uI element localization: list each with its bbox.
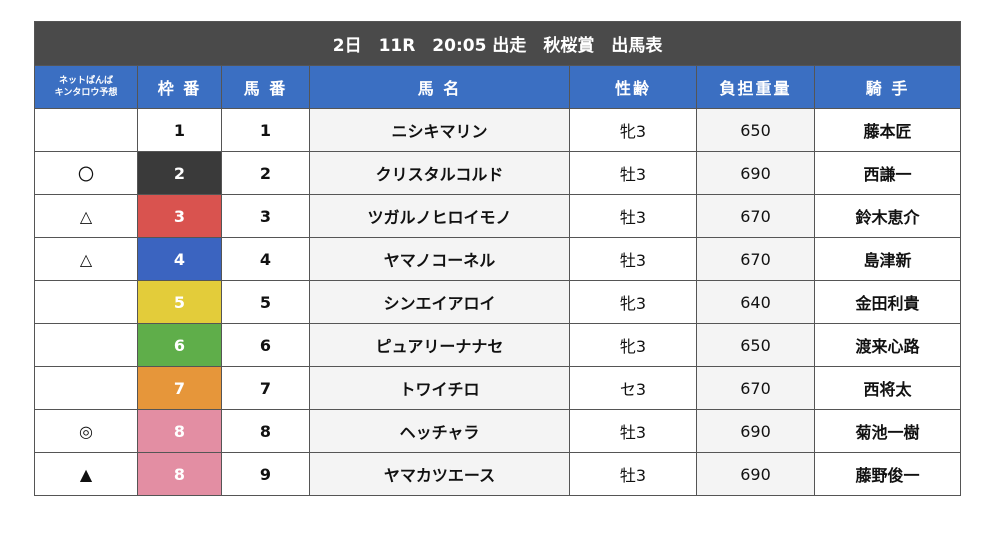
horse-number: 9 bbox=[221, 452, 310, 496]
sex-age: 牡3 bbox=[569, 151, 697, 195]
jockey-name: 藤野俊一 bbox=[813, 452, 962, 496]
sex-age: 牝3 bbox=[569, 323, 697, 367]
horse-name: ピュアリーナナセ bbox=[309, 323, 570, 367]
prediction-mark: △ bbox=[34, 194, 138, 238]
table-row: ◎ 8 8 ヘッチャラ 牡3 690 菊池一樹 bbox=[34, 409, 962, 453]
prediction-mark bbox=[34, 366, 138, 410]
page-title: 2日 11R 20:05 出走 秋桜賞 出馬表 bbox=[33, 21, 962, 66]
horse-name: ヤマカツエース bbox=[309, 452, 570, 496]
jockey-name: 西謙一 bbox=[813, 151, 962, 195]
weight: 670 bbox=[696, 366, 815, 410]
horse-name: トワイチロ bbox=[309, 366, 570, 410]
horse-number: 1 bbox=[221, 108, 310, 152]
table-row: △ 3 3 ツガルノヒロイモノ 牡3 670 鈴木恵介 bbox=[34, 194, 962, 238]
header-waku: 枠 番 bbox=[137, 65, 222, 109]
weight: 650 bbox=[696, 323, 815, 367]
prediction-mark: △ bbox=[34, 237, 138, 281]
header-row: ネットぱんば キンタロウ予想 枠 番 馬 番 馬 名 性齢 負担重量 騎 手 bbox=[34, 65, 962, 109]
table-row: 1 1 ニシキマリン 牝3 650 藤本匠 bbox=[34, 108, 962, 152]
waku-number: 8 bbox=[137, 409, 222, 453]
table-row: ▲ 8 9 ヤマカツエース 牡3 690 藤野俊一 bbox=[34, 452, 962, 496]
horse-number: 7 bbox=[221, 366, 310, 410]
header-weight: 負担重量 bbox=[696, 65, 815, 109]
header-prediction: ネットぱんば キンタロウ予想 bbox=[34, 65, 138, 109]
horse-name: ツガルノヒロイモノ bbox=[309, 194, 570, 238]
waku-number: 3 bbox=[137, 194, 222, 238]
horse-name: ニシキマリン bbox=[309, 108, 570, 152]
weight: 670 bbox=[696, 194, 815, 238]
weight: 640 bbox=[696, 280, 815, 324]
header-prediction-line2: キンタロウ予想 bbox=[54, 88, 118, 98]
prediction-mark: 〇 bbox=[34, 151, 138, 195]
jockey-name: 鈴木恵介 bbox=[813, 194, 962, 238]
prediction-mark bbox=[34, 323, 138, 367]
entry-table: 2日 11R 20:05 出走 秋桜賞 出馬表 ネットぱんば キンタロウ予想 枠… bbox=[33, 21, 962, 496]
waku-number: 5 bbox=[137, 280, 222, 324]
table-row: △ 4 4 ヤマノコーネル 牡3 670 島津新 bbox=[34, 237, 962, 281]
table-row: 5 5 シンエイアロイ 牝3 640 金田利貴 bbox=[34, 280, 962, 324]
jockey-name: 金田利貴 bbox=[813, 280, 962, 324]
sex-age: セ3 bbox=[569, 366, 697, 410]
waku-number: 1 bbox=[137, 108, 222, 152]
waku-number: 2 bbox=[137, 151, 222, 195]
sex-age: 牝3 bbox=[569, 108, 697, 152]
sex-age: 牡3 bbox=[569, 194, 697, 238]
table-row: 〇 2 2 クリスタルコルド 牡3 690 西謙一 bbox=[34, 151, 962, 195]
horse-number: 4 bbox=[221, 237, 310, 281]
sex-age: 牡3 bbox=[569, 237, 697, 281]
waku-number: 4 bbox=[137, 237, 222, 281]
prediction-mark bbox=[34, 108, 138, 152]
horse-number: 5 bbox=[221, 280, 310, 324]
weight: 690 bbox=[696, 452, 815, 496]
weight: 670 bbox=[696, 237, 815, 281]
horse-name: クリスタルコルド bbox=[309, 151, 570, 195]
jockey-name: 菊池一樹 bbox=[813, 409, 962, 453]
waku-number: 8 bbox=[137, 452, 222, 496]
weight: 690 bbox=[696, 151, 815, 195]
jockey-name: 島津新 bbox=[813, 237, 962, 281]
table-row: 7 7 トワイチロ セ3 670 西将太 bbox=[34, 366, 962, 410]
weight: 650 bbox=[696, 108, 815, 152]
header-sex-age: 性齢 bbox=[569, 65, 697, 109]
header-prediction-line1: ネットぱんば bbox=[58, 76, 113, 86]
horse-number: 8 bbox=[221, 409, 310, 453]
table-row: 6 6 ピュアリーナナセ 牝3 650 渡来心路 bbox=[34, 323, 962, 367]
header-jockey: 騎 手 bbox=[813, 65, 962, 109]
horse-name: ヤマノコーネル bbox=[309, 237, 570, 281]
weight: 690 bbox=[696, 409, 815, 453]
prediction-mark: ◎ bbox=[34, 409, 138, 453]
waku-number: 7 bbox=[137, 366, 222, 410]
sex-age: 牡3 bbox=[569, 452, 697, 496]
jockey-name: 藤本匠 bbox=[813, 108, 962, 152]
horse-number: 3 bbox=[221, 194, 310, 238]
header-umaban: 馬 番 bbox=[221, 65, 310, 109]
jockey-name: 渡来心路 bbox=[813, 323, 962, 367]
prediction-mark bbox=[34, 280, 138, 324]
jockey-name: 西将太 bbox=[813, 366, 962, 410]
horse-name: ヘッチャラ bbox=[309, 409, 570, 453]
horse-number: 2 bbox=[221, 151, 310, 195]
sex-age: 牝3 bbox=[569, 280, 697, 324]
waku-number: 6 bbox=[137, 323, 222, 367]
horse-name: シンエイアロイ bbox=[309, 280, 570, 324]
horse-number: 6 bbox=[221, 323, 310, 367]
sex-age: 牡3 bbox=[569, 409, 697, 453]
header-horse-name: 馬 名 bbox=[309, 65, 570, 109]
prediction-mark: ▲ bbox=[34, 452, 138, 496]
race-card: 2日 11R 20:05 出走 秋桜賞 出馬表 ネットぱんば キンタロウ予想 枠… bbox=[33, 21, 962, 496]
